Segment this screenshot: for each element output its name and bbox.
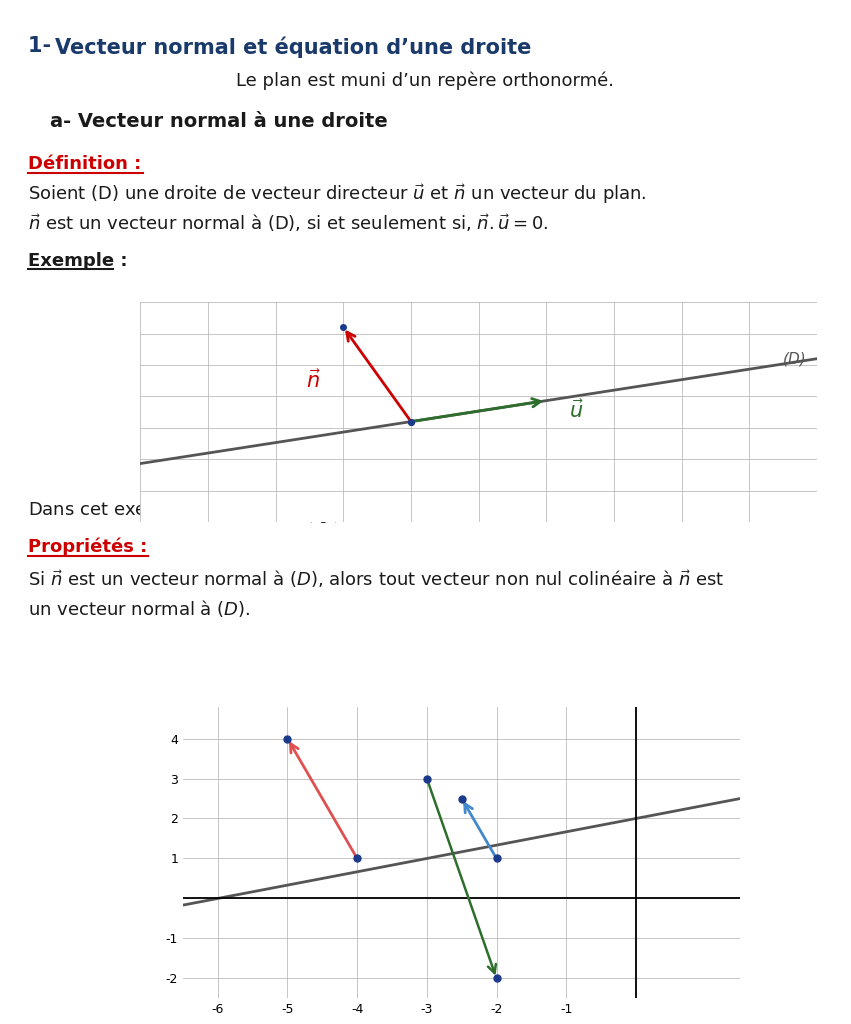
Text: Exemple :: Exemple : <box>28 252 128 270</box>
Text: Définition :: Définition : <box>28 155 141 173</box>
Text: un vecteur normal à $(D)$.: un vecteur normal à $(D)$. <box>28 598 250 618</box>
Text: Vecteur normal et équation d’une droite: Vecteur normal et équation d’une droite <box>55 36 531 57</box>
Text: $\vec{u}$: $\vec{u}$ <box>569 399 584 422</box>
Text: $\vec{n}$ est un vecteur normal à (D), si et seulement si, $\vec{n}.\vec{u} = 0$: $\vec{n}$ est un vecteur normal à (D), s… <box>28 212 548 233</box>
Text: (D): (D) <box>783 351 807 367</box>
Text: Soient (D) une droite de vecteur directeur $\vec{u}$ et $\vec{n}$ un vecteur du : Soient (D) une droite de vecteur directe… <box>28 182 647 206</box>
Text: Dans cet exemple le vecteur $\vec{n}\binom{-1}{\;3}$ est un vecteur normal à $(D: Dans cet exemple le vecteur $\vec{n}\bin… <box>28 498 603 525</box>
Text: $\vec{n}$: $\vec{n}$ <box>306 370 320 392</box>
Text: Le plan est muni d’un repère orthonormé.: Le plan est muni d’un repère orthonormé. <box>236 72 614 90</box>
Text: 1-: 1- <box>28 36 59 56</box>
Text: Propriétés :: Propriétés : <box>28 538 147 556</box>
Text: Si $\vec{n}$ est un vecteur normal à $(D)$, alors tout vecteur non nul colinéair: Si $\vec{n}$ est un vecteur normal à $(D… <box>28 568 724 590</box>
Text: a- Vecteur normal à une droite: a- Vecteur normal à une droite <box>50 112 388 131</box>
